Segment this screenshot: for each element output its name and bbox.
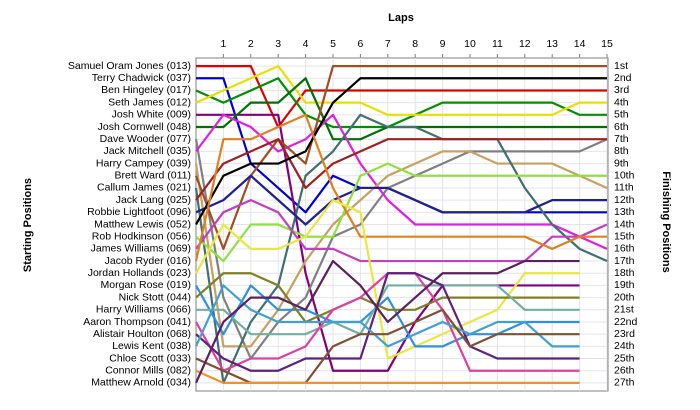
- position-line: [194, 113, 607, 262]
- legend-entry: Harry Williams (066): [96, 304, 191, 316]
- y2-tick-label: 14th: [614, 218, 635, 230]
- position-line: [194, 64, 607, 250]
- y2-tick-label: 6th: [614, 121, 629, 133]
- x-tick-label: 13: [546, 38, 558, 50]
- y2-tick-label: 13th: [614, 206, 635, 218]
- legend-entry: Lewis Kent (038): [112, 340, 191, 352]
- legend-entry: Alistair Houlton (068): [93, 328, 191, 340]
- x-tick-label: 15: [601, 38, 613, 50]
- legend-entry: Samuel Oram Jones (013): [68, 60, 191, 72]
- position-line: [195, 199, 608, 263]
- legend-entry: Matthew Lewis (052): [94, 218, 191, 230]
- y2-tick-label: 27th: [614, 377, 635, 389]
- y2-tick-label: 22nd: [614, 316, 638, 328]
- y2-tick-label: 11th: [614, 182, 634, 194]
- position-line: [195, 64, 607, 116]
- y2-tick-label: 17th: [614, 255, 635, 267]
- x-tick-label: 7: [385, 38, 391, 50]
- legend-entry: Rob Hodkinson (056): [92, 230, 191, 242]
- legend-entry: Callum James (021): [97, 182, 191, 194]
- x-tick-label: 12: [519, 38, 531, 50]
- position-line: [195, 284, 580, 348]
- chart-title: Laps: [388, 12, 414, 24]
- x-tick-label: 6: [357, 38, 363, 50]
- position-line: [195, 272, 580, 324]
- y2-tick-label: 15th: [614, 230, 635, 242]
- legend-entry: Josh Cornwell (048): [98, 121, 191, 133]
- y2-tick-label: 12th: [614, 194, 635, 206]
- y2-tick-label: 3rd: [614, 84, 629, 96]
- y2-tick-label: 21st: [614, 304, 634, 316]
- position-line: [195, 77, 607, 226]
- y2-tick-label: 20th: [614, 291, 635, 303]
- y2-tick-label: 24th: [614, 340, 635, 352]
- position-line: [195, 77, 607, 129]
- y2-axis-title: Finishing Positions: [660, 171, 672, 272]
- y2-tick-label: 9th: [614, 157, 629, 169]
- legend-entry: Josh White (009): [112, 109, 191, 121]
- y2-tick-label: 19th: [614, 279, 635, 291]
- y2-tick-label: 25th: [614, 352, 635, 364]
- x-tick-label: 11: [492, 38, 503, 50]
- legend-entry: Harry Campey (039): [96, 157, 191, 169]
- x-tick-label: 2: [248, 38, 254, 50]
- y2-tick-label: 18th: [614, 267, 635, 279]
- x-tick-label: 4: [303, 38, 309, 50]
- y2-tick-label: 5th: [614, 109, 629, 121]
- y2-tick-label: 16th: [614, 243, 635, 255]
- x-tick-label: 1: [220, 38, 226, 50]
- x-tick-label: 10: [464, 38, 476, 50]
- legend-entry: Aaron Thompson (041): [83, 316, 191, 328]
- position-line: [194, 284, 580, 348]
- legend-entry: Seth James (012): [108, 96, 191, 108]
- x-tick-label: 9: [440, 38, 446, 50]
- position-line: [195, 162, 607, 263]
- legend-entry: Jack Mitchell (035): [103, 145, 191, 157]
- legend-entry: Jack Lang (025): [116, 194, 191, 206]
- y2-tick-label: 8th: [614, 145, 629, 157]
- x-tick-label: 3: [275, 38, 281, 50]
- position-line: [195, 113, 608, 250]
- legend-entry: Robbie Lightfoot (096): [87, 206, 191, 218]
- y2-tick-label: 1st: [614, 60, 628, 72]
- position-line: [194, 138, 608, 360]
- y2-tick-label: 4th: [614, 96, 629, 108]
- legend-entry: Matthew Arnold (034): [91, 377, 191, 389]
- legend-entry: Brett Ward (011): [115, 170, 191, 182]
- legend-entry: Terry Chadwick (037): [92, 72, 191, 84]
- y2-tick-label: 10th: [614, 170, 635, 182]
- legend-entry: Dave Wooder (077): [100, 133, 191, 145]
- position-line: [195, 199, 580, 360]
- y-axis-title: Starting Positions: [22, 178, 34, 272]
- position-line: [195, 138, 607, 201]
- legend-entry: Jacob Ryder (016): [105, 255, 191, 267]
- legend-entry: James Williams (069): [91, 243, 191, 255]
- legend-entry: Morgan Rose (019): [101, 279, 191, 291]
- y2-tick-label: 23rd: [614, 328, 635, 340]
- position-line: [195, 174, 607, 226]
- legend-entry: Nick Stott (044): [119, 291, 191, 303]
- legend-entry: Chloe Scott (033): [109, 352, 191, 364]
- position-line: [194, 259, 580, 384]
- x-tick-label: 5: [330, 38, 336, 50]
- position-line: [195, 369, 580, 385]
- legend-entry: Jordan Hollands (023): [88, 267, 191, 279]
- legend-entry: Connor Mills (082): [105, 365, 191, 377]
- y2-tick-label: 26th: [614, 365, 635, 377]
- x-tick-label: 8: [412, 38, 418, 50]
- x-tick-label: 14: [574, 38, 586, 50]
- position-line: [196, 284, 580, 336]
- y2-tick-label: 2nd: [614, 72, 632, 84]
- y2-tick-label: 7th: [614, 133, 629, 145]
- position-line: [196, 64, 607, 129]
- position-line: [195, 272, 580, 372]
- legend-entry: Ben Hingeley (017): [101, 84, 191, 96]
